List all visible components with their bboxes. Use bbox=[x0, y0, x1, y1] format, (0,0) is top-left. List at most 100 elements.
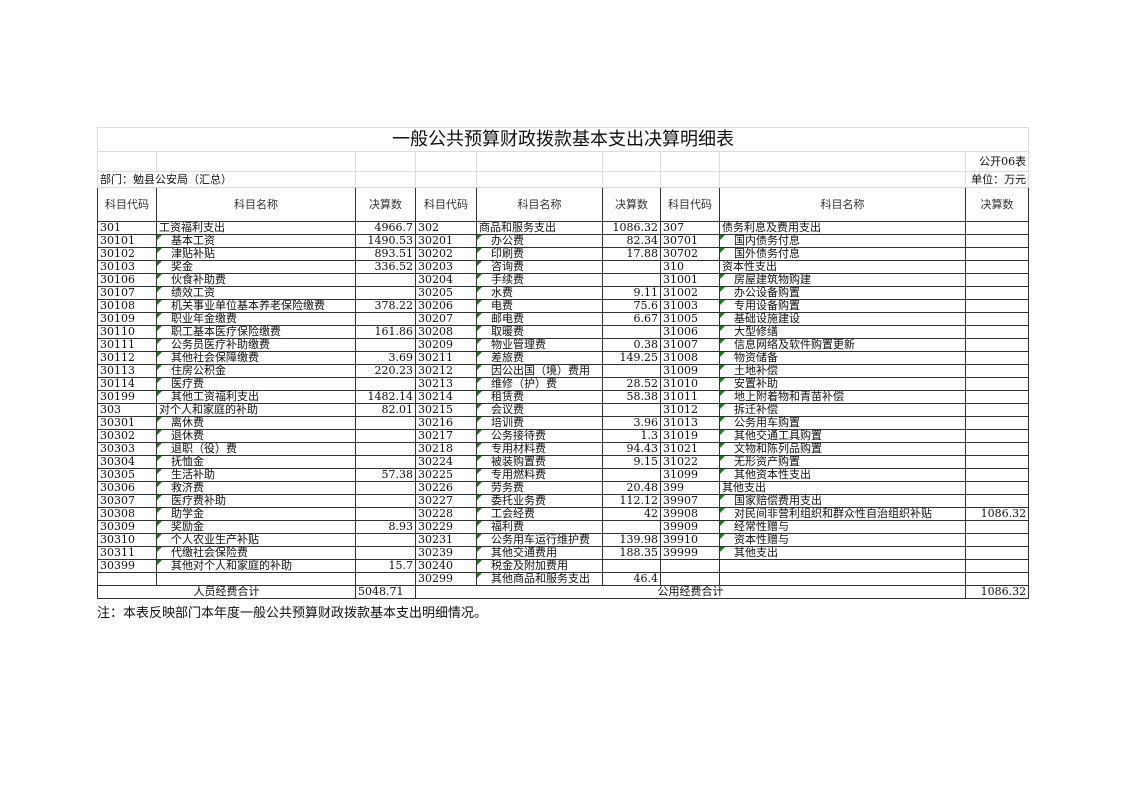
amount bbox=[602, 403, 661, 417]
subject-name: 办公设备购置 bbox=[719, 286, 966, 300]
subject-name: 其他资本性支出 bbox=[719, 468, 966, 482]
table-row: 30102 津贴补贴 893.51 30202 印刷费 17.88 30702 国外债务付息 bbox=[97, 247, 1030, 261]
personnel-total-label: 人员经费合计 bbox=[97, 585, 356, 599]
amount: 58.38 bbox=[602, 390, 661, 404]
amount: 1490.53 bbox=[355, 234, 416, 248]
table-row: 30113 住房公积金 220.23 30212 因公出国（境）费用 31009 土地补偿 bbox=[97, 364, 1030, 378]
subject-name: 离休费 bbox=[156, 416, 356, 430]
unit-label: 单位：万元 bbox=[964, 171, 1030, 188]
subject-name: 伙食补助费 bbox=[156, 273, 356, 287]
subject-name: 住房公积金 bbox=[156, 364, 356, 378]
table-row: 30107 绩效工资 30205 水费 9.11 31002 办公设备购置 bbox=[97, 286, 1030, 300]
amount: 3.69 bbox=[355, 351, 416, 365]
subject-code: 30309 bbox=[97, 520, 157, 534]
amount: 1.3 bbox=[602, 429, 661, 443]
subject-code: 30308 bbox=[97, 507, 157, 521]
table-row: 30310 个人农业生产补贴 30231 公务用车运行维护费 139.98 39910 资本… bbox=[97, 533, 1030, 547]
amount: 20.48 bbox=[602, 481, 661, 495]
subject-name: 物业管理费 bbox=[476, 338, 603, 352]
amount: 9.15 bbox=[602, 455, 661, 469]
amount bbox=[964, 377, 1030, 391]
table-row: 301 工资福利支出 4966.7 302 商品和服务支出 1086.32 307 债务利息及… bbox=[97, 221, 1030, 235]
subject-name: 其他工资福利支出 bbox=[156, 390, 356, 404]
amount: 188.35 bbox=[602, 546, 661, 560]
amount: 4966.7 bbox=[355, 221, 416, 235]
footnote: 注：本表反映部门本年度一般公共预算财政拨款基本支出明细情况。 bbox=[97, 606, 488, 621]
subject-code: 30227 bbox=[415, 494, 477, 508]
form-number: 公开06表 bbox=[964, 151, 1030, 172]
subject-code: 30228 bbox=[415, 507, 477, 521]
subject-code: 30213 bbox=[415, 377, 477, 391]
department-label: 部门：勉县公安局（汇总） bbox=[97, 171, 356, 188]
subject-code: 30205 bbox=[415, 286, 477, 300]
amount bbox=[964, 403, 1030, 417]
subject-name: 差旅费 bbox=[476, 351, 603, 365]
subject-name: 职业年金缴费 bbox=[156, 312, 356, 326]
table-row: 30114 医疗费 30213 维修（护）费 28.52 31010 安置补助 bbox=[97, 377, 1030, 391]
table-row: 30307 医疗费补助 30227 委托业务费 112.12 39907 国家赔偿费用支出 bbox=[97, 494, 1030, 508]
subject-name: 抚恤金 bbox=[156, 455, 356, 469]
amount bbox=[964, 286, 1030, 300]
subject-name: 公务接待费 bbox=[476, 429, 603, 443]
amount bbox=[964, 364, 1030, 378]
amount: 336.52 bbox=[355, 260, 416, 274]
amount: 1086.32 bbox=[602, 221, 661, 235]
amount bbox=[964, 416, 1030, 430]
subject-code: 31022 bbox=[660, 455, 720, 469]
subject-name: 奖金 bbox=[156, 260, 356, 274]
table-row: 30103 奖金 336.52 30203 咨询费 310 资本性支出 bbox=[97, 260, 1030, 274]
subject-code: 30106 bbox=[97, 273, 157, 287]
amount bbox=[355, 494, 416, 508]
amount: 139.98 bbox=[602, 533, 661, 547]
amount: 57.38 bbox=[355, 468, 416, 482]
subject-code: 30224 bbox=[415, 455, 477, 469]
amount bbox=[355, 546, 416, 560]
amount bbox=[355, 273, 416, 287]
subject-code: 30109 bbox=[97, 312, 157, 326]
amount: 9.11 bbox=[602, 286, 661, 300]
subject-name: 水费 bbox=[476, 286, 603, 300]
subject-name: 文物和陈列品购置 bbox=[719, 442, 966, 456]
header-code: 科目代码 bbox=[97, 187, 157, 222]
amount bbox=[964, 520, 1030, 534]
amount bbox=[602, 273, 661, 287]
subject-code: 30102 bbox=[97, 247, 157, 261]
subject-name: 个人农业生产补贴 bbox=[156, 533, 356, 547]
amount: 82.01 bbox=[355, 403, 416, 417]
subject-name bbox=[156, 572, 356, 586]
subject-code: 30701 bbox=[660, 234, 720, 248]
subject-code: 39909 bbox=[660, 520, 720, 534]
table-row: 30112 其他社会保障缴费 3.69 30211 差旅费 149.25 31008 物资储备 bbox=[97, 351, 1030, 365]
subject-code: 31001 bbox=[660, 273, 720, 287]
subject-name: 绩效工资 bbox=[156, 286, 356, 300]
subject-code: 30304 bbox=[97, 455, 157, 469]
subject-code: 30113 bbox=[97, 364, 157, 378]
subject-name: 其他支出 bbox=[719, 481, 966, 495]
subject-name: 医疗费补助 bbox=[156, 494, 356, 508]
subject-code: 30217 bbox=[415, 429, 477, 443]
subject-code: 30229 bbox=[415, 520, 477, 534]
subject-name: 租赁费 bbox=[476, 390, 603, 404]
amount bbox=[355, 455, 416, 469]
public-total-value: 1086.32 bbox=[964, 585, 1030, 599]
budget-sheet: 一般公共预算财政拨款基本支出决算明细表 公开06表 部门：勉县公安局（汇总） 单位… bbox=[96, 127, 1030, 623]
subject-name: 土地补偿 bbox=[719, 364, 966, 378]
subject-code: 31099 bbox=[660, 468, 720, 482]
subject-code: 301 bbox=[97, 221, 157, 235]
header-name: 科目名称 bbox=[719, 187, 966, 222]
amount bbox=[355, 416, 416, 430]
subject-code bbox=[660, 559, 720, 573]
subject-code: 31010 bbox=[660, 377, 720, 391]
header-amount: 决算数 bbox=[964, 187, 1030, 222]
subject-code: 31008 bbox=[660, 351, 720, 365]
subject-code: 30212 bbox=[415, 364, 477, 378]
subject-code: 310 bbox=[660, 260, 720, 274]
amount bbox=[355, 286, 416, 300]
amount: 0.38 bbox=[602, 338, 661, 352]
subject-code: 30204 bbox=[415, 273, 477, 287]
subject-name: 手续费 bbox=[476, 273, 603, 287]
subject-code: 30239 bbox=[415, 546, 477, 560]
subject-code: 399 bbox=[660, 481, 720, 495]
amount: 75.6 bbox=[602, 299, 661, 313]
subject-code: 30209 bbox=[415, 338, 477, 352]
